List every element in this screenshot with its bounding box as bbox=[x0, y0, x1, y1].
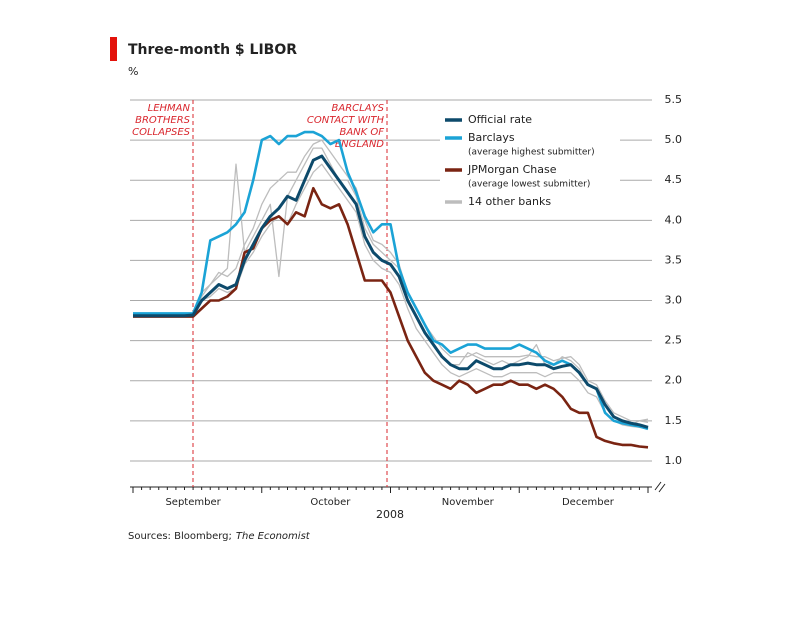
y-tick-label: 4.0 bbox=[665, 213, 683, 226]
chart-subtitle: % bbox=[128, 65, 138, 78]
y-tick-label: 2.0 bbox=[665, 374, 683, 387]
annotation-text: COLLAPSES bbox=[132, 127, 191, 138]
title-marker bbox=[110, 37, 117, 61]
y-tick-label: 1.5 bbox=[665, 414, 683, 427]
y-tick-label: 4.5 bbox=[665, 173, 683, 186]
series-line bbox=[133, 139, 649, 424]
axis-break bbox=[654, 481, 666, 493]
legend-label: JPMorgan Chase bbox=[467, 163, 557, 176]
annotation-text: CONTACT WITH bbox=[307, 115, 385, 126]
x-tick-label: October bbox=[310, 497, 351, 508]
source-name: The Economist bbox=[236, 531, 311, 542]
y-tick-label: 5.0 bbox=[665, 133, 683, 146]
legend-sublabel: (average lowest submitter) bbox=[468, 180, 590, 190]
foreground: Official rate Barclays (average highest su… bbox=[440, 108, 620, 212]
series-line bbox=[133, 147, 649, 426]
x-tick-label: November bbox=[442, 497, 495, 508]
series-line bbox=[133, 130, 649, 431]
annotation-text: BROTHERS bbox=[135, 115, 191, 126]
legend-label: Barclays bbox=[468, 131, 515, 144]
x-axis-label: 2008 bbox=[376, 508, 404, 521]
y-tick-label: 3.0 bbox=[665, 294, 683, 307]
chart-title: Three-month $ LIBOR bbox=[128, 42, 297, 58]
y-tick-label: 1.0 bbox=[665, 454, 683, 467]
source: Sources: Bloomberg; The Economist bbox=[128, 531, 311, 542]
series-line bbox=[133, 154, 649, 429]
legend-label: 14 other banks bbox=[468, 195, 551, 208]
annotation-text: LEHMAN bbox=[148, 103, 191, 114]
x-tick-label: December bbox=[562, 497, 615, 508]
y-tick-label: 5.5 bbox=[665, 93, 683, 106]
legend-background bbox=[440, 108, 620, 212]
y-tick-label: 2.5 bbox=[665, 334, 683, 347]
series-line bbox=[133, 186, 649, 449]
legend-label: Official rate bbox=[468, 113, 532, 126]
annotation-text: ENGLAND bbox=[335, 139, 384, 150]
source-prefix: Sources: Bloomberg; bbox=[128, 531, 232, 542]
x-tick-label: September bbox=[165, 497, 221, 508]
annotation-text: BARCLAYS bbox=[332, 103, 385, 114]
legend-sublabel: (average highest submitter) bbox=[468, 148, 595, 158]
y-tick-label: 3.5 bbox=[665, 253, 683, 266]
annotation-text: BANK OF bbox=[339, 127, 384, 138]
lines bbox=[133, 130, 649, 449]
series-line bbox=[133, 163, 649, 430]
